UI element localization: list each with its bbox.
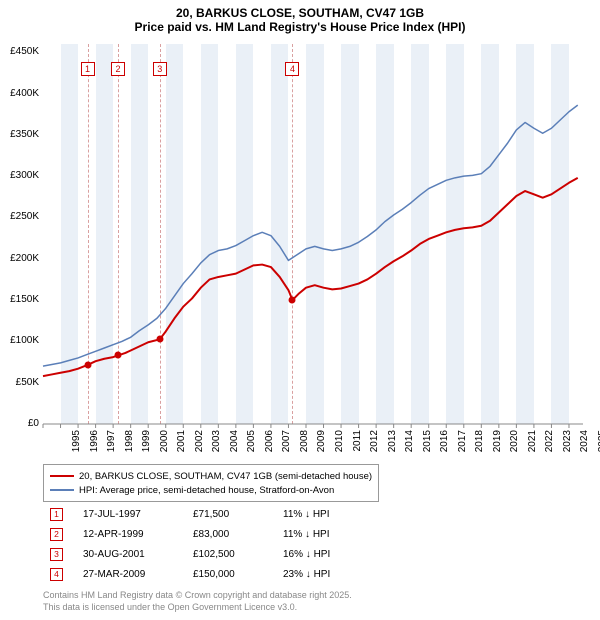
- sale-marker-4: 4: [285, 62, 299, 76]
- x-tick-label: 2015: [422, 430, 433, 460]
- legend-row: 20, BARKUS CLOSE, SOUTHAM, CV47 1GB (sem…: [50, 469, 372, 483]
- x-tick-label: 2021: [527, 430, 538, 460]
- sales-row: 4 27-MAR-2009£150,00023% ↓ HPI: [50, 564, 373, 584]
- x-tick-label: 2017: [457, 430, 468, 460]
- x-tick-label: 2009: [316, 430, 327, 460]
- sales-row-date: 27-MAR-2009: [83, 569, 193, 580]
- sales-row-pct: 11% ↓ HPI: [283, 529, 373, 540]
- sales-row-marker: 4: [50, 568, 63, 581]
- x-tick-label: 1995: [71, 430, 82, 460]
- sale-marker-2: 2: [111, 62, 125, 76]
- credits-line-1: Contains HM Land Registry data © Crown c…: [43, 590, 352, 602]
- x-tick-label: 2001: [176, 430, 187, 460]
- sales-row-price: £150,000: [193, 569, 283, 580]
- sales-row-pct: 23% ↓ HPI: [283, 569, 373, 580]
- y-tick-label: £150K: [0, 294, 39, 305]
- sales-row-price: £71,500: [193, 509, 283, 520]
- x-tick-label: 2022: [544, 430, 555, 460]
- sale-marker-3: 3: [153, 62, 167, 76]
- x-tick-label: 1997: [106, 430, 117, 460]
- series-hpi: [43, 105, 578, 366]
- sale-dot-4: [289, 297, 296, 304]
- x-tick-label: 1999: [141, 430, 152, 460]
- sales-row-price: £102,500: [193, 549, 283, 560]
- x-tick-label: 2005: [246, 430, 257, 460]
- sale-marker-1: 1: [81, 62, 95, 76]
- x-tick-label: 2006: [264, 430, 275, 460]
- chart-title-block: 20, BARKUS CLOSE, SOUTHAM, CV47 1GB Pric…: [0, 0, 600, 34]
- legend-label: HPI: Average price, semi-detached house,…: [79, 485, 334, 496]
- x-tick-label: 2014: [404, 430, 415, 460]
- x-tick-label: 2013: [387, 430, 398, 460]
- title-line-2: Price paid vs. HM Land Registry's House …: [0, 20, 600, 34]
- y-tick-label: £450K: [0, 46, 39, 57]
- chart-plot-area: [43, 44, 583, 424]
- sales-row-pct: 11% ↓ HPI: [283, 509, 373, 520]
- sale-dot-1: [84, 361, 91, 368]
- sales-row-price: £83,000: [193, 529, 283, 540]
- x-tick-label: 2016: [439, 430, 450, 460]
- x-tick-label: 2002: [194, 430, 205, 460]
- sales-row-date: 30-AUG-2001: [83, 549, 193, 560]
- sales-row-marker: 3: [50, 548, 63, 561]
- sales-row-marker: 2: [50, 528, 63, 541]
- x-tick-label: 2020: [509, 430, 520, 460]
- x-tick-label: 2010: [334, 430, 345, 460]
- sales-row-pct: 16% ↓ HPI: [283, 549, 373, 560]
- x-tick-label: 2004: [229, 430, 240, 460]
- y-tick-label: £400K: [0, 88, 39, 99]
- legend-row: HPI: Average price, semi-detached house,…: [50, 483, 372, 497]
- legend-swatch: [50, 489, 74, 491]
- chart-svg: [43, 44, 583, 424]
- series-property: [43, 178, 578, 376]
- sales-row: 2 12-APR-1999£83,00011% ↓ HPI: [50, 524, 373, 544]
- x-tick-label: 1996: [89, 430, 100, 460]
- sales-row-marker: 1: [50, 508, 63, 521]
- sales-row-date: 17-JUL-1997: [83, 509, 193, 520]
- legend-box: 20, BARKUS CLOSE, SOUTHAM, CV47 1GB (sem…: [43, 464, 379, 502]
- title-line-1: 20, BARKUS CLOSE, SOUTHAM, CV47 1GB: [0, 6, 600, 20]
- sales-row-date: 12-APR-1999: [83, 529, 193, 540]
- x-tick-label: 2008: [299, 430, 310, 460]
- y-tick-label: £200K: [0, 253, 39, 264]
- sales-info-table: 1 17-JUL-1997£71,50011% ↓ HPI 2 12-APR-1999…: [50, 504, 373, 584]
- sales-row: 3 30-AUG-2001£102,50016% ↓ HPI: [50, 544, 373, 564]
- y-tick-label: £350K: [0, 129, 39, 140]
- x-tick-label: 2023: [562, 430, 573, 460]
- legend-swatch: [50, 475, 74, 477]
- y-tick-label: £300K: [0, 170, 39, 181]
- credits-text: Contains HM Land Registry data © Crown c…: [43, 590, 352, 613]
- y-tick-label: £100K: [0, 335, 39, 346]
- sale-dot-2: [115, 352, 122, 359]
- x-tick-label: 2003: [211, 430, 222, 460]
- legend-label: 20, BARKUS CLOSE, SOUTHAM, CV47 1GB (sem…: [79, 471, 372, 482]
- sale-dot-3: [156, 336, 163, 343]
- x-tick-label: 2011: [352, 430, 363, 460]
- x-tick-label: 2007: [281, 430, 292, 460]
- x-tick-label: 2012: [369, 430, 380, 460]
- y-tick-label: £50K: [0, 377, 39, 388]
- x-tick-label: 2019: [492, 430, 503, 460]
- y-tick-label: £0: [0, 418, 39, 429]
- x-tick-label: 2024: [579, 430, 590, 460]
- credits-line-2: This data is licensed under the Open Gov…: [43, 602, 352, 614]
- x-tick-label: 2018: [474, 430, 485, 460]
- sales-row: 1 17-JUL-1997£71,50011% ↓ HPI: [50, 504, 373, 524]
- x-tick-label: 2000: [159, 430, 170, 460]
- y-tick-label: £250K: [0, 211, 39, 222]
- x-tick-label: 1998: [124, 430, 135, 460]
